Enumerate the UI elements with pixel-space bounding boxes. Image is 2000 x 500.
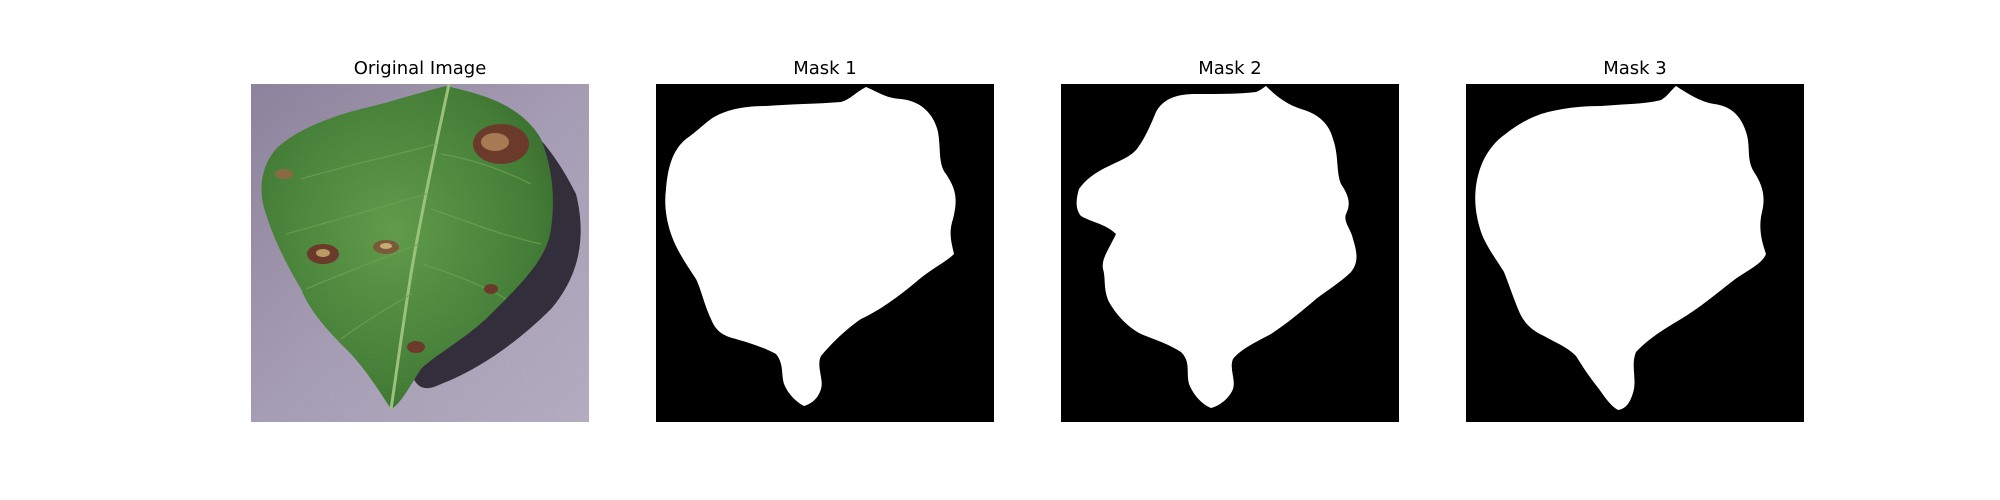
mask-1-title: Mask 1: [793, 58, 857, 79]
mask-3-panel: Mask 3: [1466, 58, 1804, 422]
original-image-panel: Original Image: [251, 58, 589, 422]
mask-2-panel: Mask 2: [1061, 58, 1399, 422]
mask-1-panel: Mask 1: [656, 58, 994, 422]
mask-3-title: Mask 3: [1603, 58, 1667, 79]
original-image-title: Original Image: [353, 58, 487, 79]
mask-1-image: [656, 84, 994, 422]
original-leaf-photo: [251, 84, 589, 422]
mask-2-title: Mask 2: [1198, 58, 1262, 79]
mask-3-image: [1466, 84, 1804, 422]
mask-2-image: [1061, 84, 1399, 422]
